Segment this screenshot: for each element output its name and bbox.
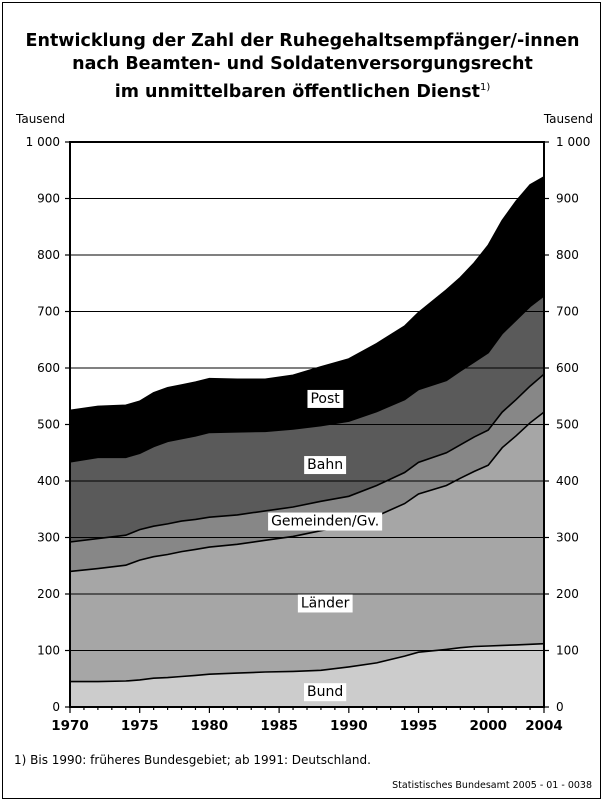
area-label-bund: Bund [307, 684, 343, 700]
area-label-post: Post [310, 391, 340, 407]
area-label-länder: Länder [301, 595, 350, 611]
area-bahn [70, 295, 544, 542]
y-axis-unit-left: Tausend [16, 112, 66, 126]
y-tick-label-right: 200 [556, 587, 579, 601]
source-note: Statistisches Bundesamt 2005 - 01 - 0038 [392, 780, 592, 791]
area-label-bg [303, 683, 347, 702]
y-tick-label-left: 800 [37, 248, 60, 262]
boundary-line [69, 373, 545, 543]
y-tick-label-left: 700 [37, 305, 60, 319]
y-tick-label-left: 600 [37, 361, 60, 375]
title-line-3-text: im unmittelbaren öffentlichen Dienst [114, 82, 480, 102]
y-tick-label-left: 100 [37, 644, 60, 658]
y-tick-label-right: 100 [556, 644, 579, 658]
y-tick-label-left: 900 [37, 192, 60, 206]
area-gemeinden-gv [70, 374, 544, 572]
area-label-bahn: Bahn [307, 457, 343, 473]
area-post [70, 177, 544, 462]
boundary-line [70, 642, 545, 683]
x-tick-label: 2000 [469, 718, 507, 734]
x-tick-label: 1970 [51, 718, 89, 734]
y-tick-label-left: 300 [37, 531, 60, 545]
area-bund [70, 643, 544, 707]
title-line-2: nach Beamten- und Soldatenversorgungsrec… [72, 54, 533, 74]
area-label-gemeinden-gv: Gemeinden/Gv. [271, 514, 379, 530]
chart-title: Entwicklung der Zahl der Ruhegehaltsempf… [0, 30, 605, 104]
area-label-bg [268, 512, 383, 531]
boundary-line [69, 295, 545, 463]
x-tick-label: 1980 [191, 718, 229, 734]
title-line-1: Entwicklung der Zahl der Ruhegehaltsempf… [25, 31, 580, 51]
y-tick-label-left: 0 [52, 700, 60, 714]
y-tick-label-left: 500 [37, 418, 60, 432]
y-tick-label-right: 500 [556, 418, 579, 432]
y-tick-label-right: 1 000 [556, 135, 590, 149]
y-axis-unit-right: Tausend [543, 112, 593, 126]
y-tick-label-right: 0 [556, 700, 564, 714]
area-länder [70, 412, 544, 682]
y-tick-label-right: 300 [556, 531, 579, 545]
y-tick-label-right: 700 [556, 305, 579, 319]
area-label-bg [307, 389, 344, 408]
x-tick-label: 1995 [400, 718, 438, 734]
boundary-line [69, 176, 545, 412]
title-footnote-marker: 1) [479, 82, 491, 93]
y-tick-label-right: 600 [556, 361, 579, 375]
x-tick-label: 1985 [260, 718, 298, 734]
y-tick-label-left: 1 000 [26, 135, 60, 149]
x-tick-label: 1975 [121, 718, 159, 734]
y-tick-label-right: 800 [556, 248, 579, 262]
x-tick-label: 1990 [330, 718, 368, 734]
y-tick-label-right: 900 [556, 192, 579, 206]
y-tick-label-right: 400 [556, 474, 579, 488]
x-tick-label: 2004 [525, 718, 563, 734]
y-tick-label-left: 200 [37, 587, 60, 601]
boundary-line [69, 411, 545, 573]
title-line-3: im unmittelbaren öffentlichen Dienst1) [0, 76, 605, 104]
footnote: 1) Bis 1990: früheres Bundesgebiet; ab 1… [14, 753, 371, 767]
area-label-bg [297, 594, 353, 613]
area-label-bg [304, 456, 347, 475]
y-tick-label-left: 400 [37, 474, 60, 488]
